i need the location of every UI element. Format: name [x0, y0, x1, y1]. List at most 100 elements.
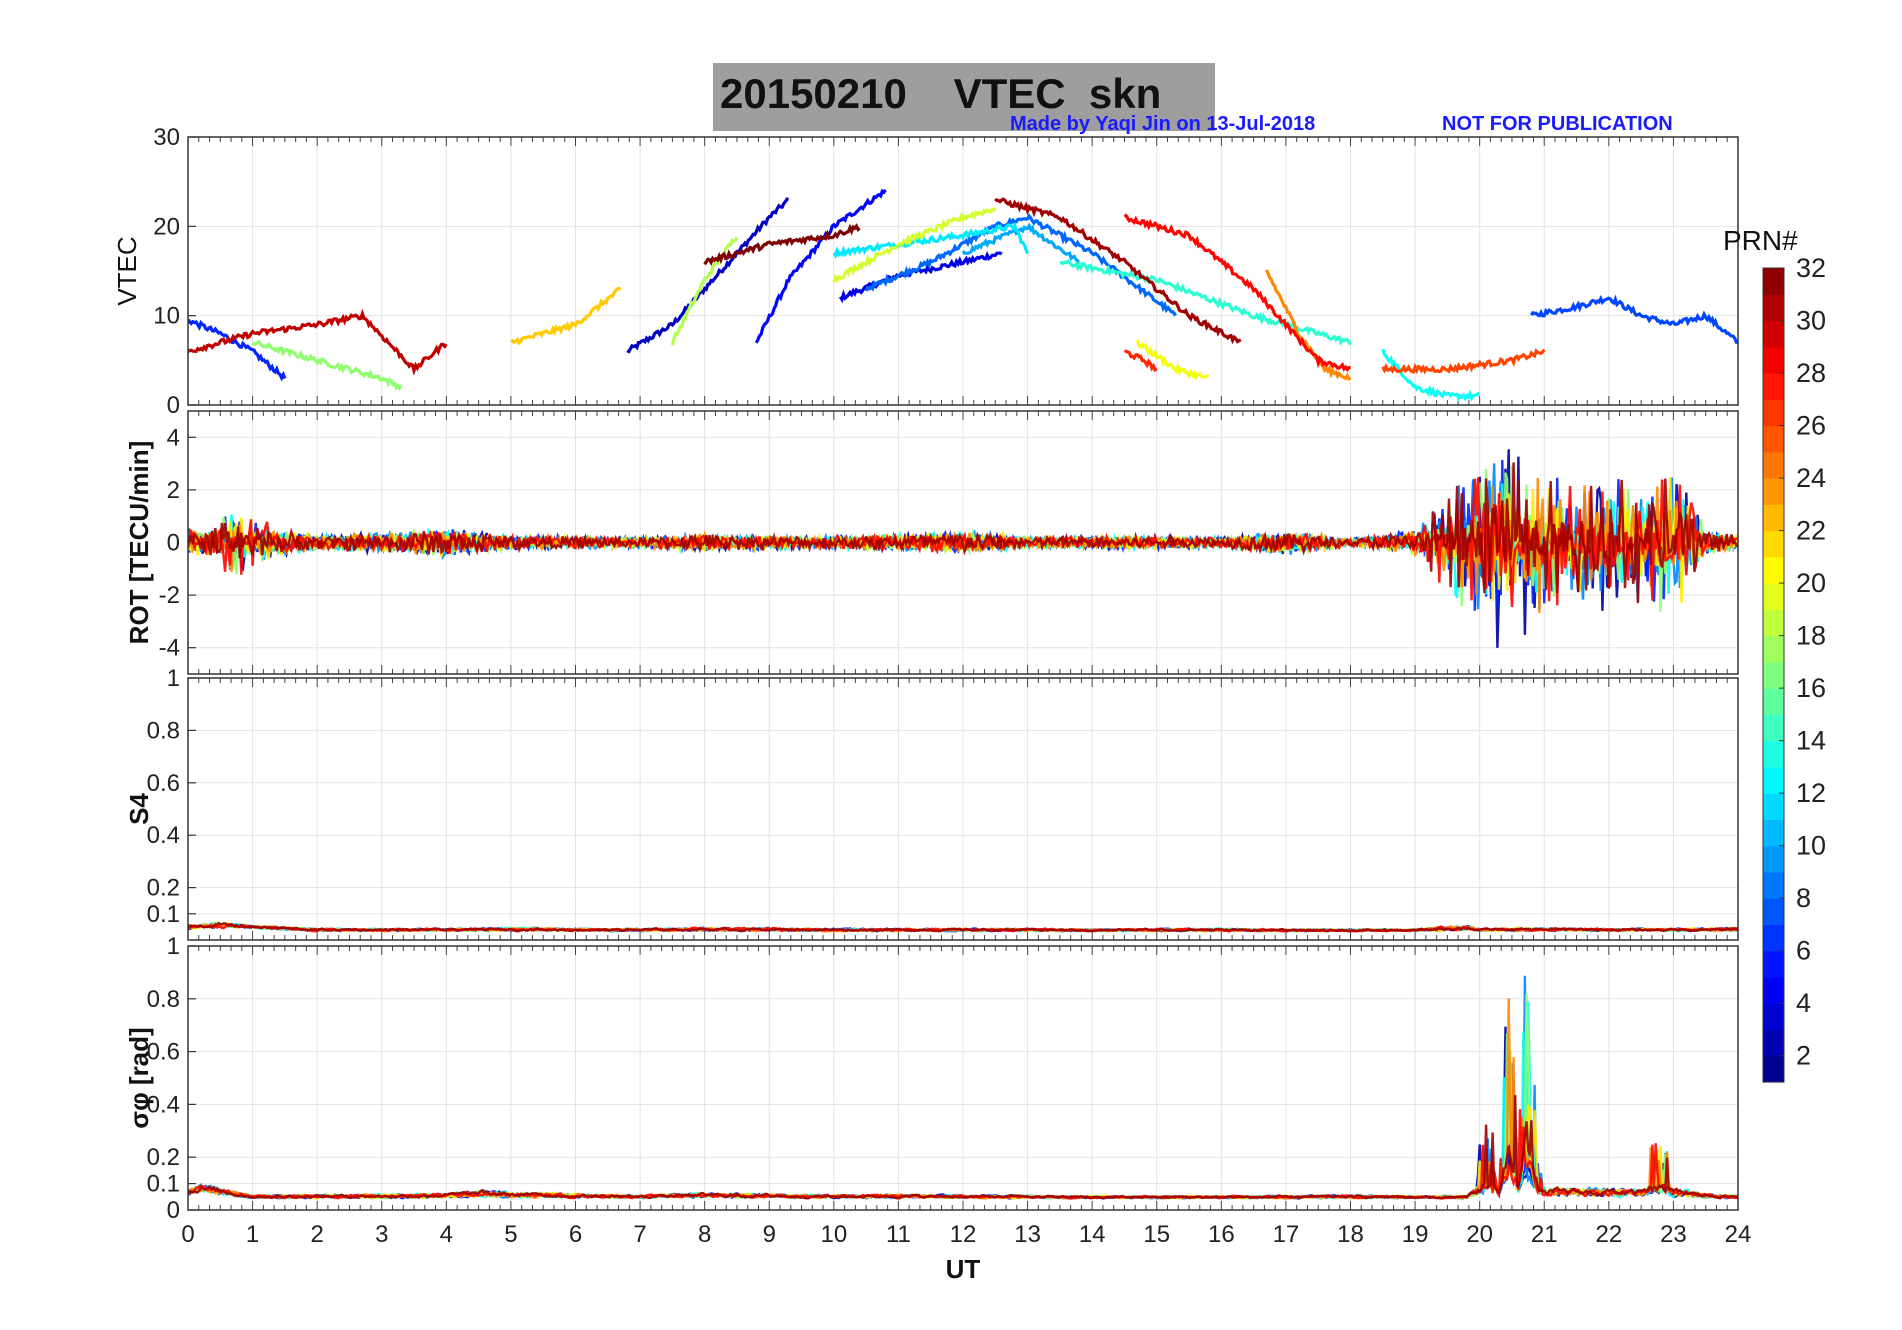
series-line-prn-27: [1123, 349, 1158, 373]
panel-ROT: -4 -2 0 2 4 ROT [TECU/min]: [124, 410, 1739, 675]
y-tick-label: -2: [159, 582, 180, 609]
title-date: 20150210: [720, 70, 907, 117]
y-tick-label: -4: [159, 635, 180, 662]
colorbar-segment: [1763, 635, 1784, 663]
y-tick-label: 1: [167, 665, 180, 692]
colorbar-segment: [1763, 320, 1784, 348]
colorbar-tick-label: 30: [1796, 306, 1826, 336]
series-line-prn-6: [188, 318, 287, 382]
series-line-prn-32: [703, 223, 861, 266]
colorbar-segment: [1763, 845, 1784, 873]
colorbar-segment: [1763, 425, 1784, 453]
colorbar-segment: [1763, 346, 1784, 374]
y-tick-label: 20: [153, 213, 180, 240]
series-line-prn-18: [670, 236, 739, 346]
colorbar-segment: [1763, 688, 1784, 715]
series-line-prn-28: [1123, 213, 1351, 373]
colorbar-segment: [1763, 898, 1784, 926]
series-line-prn-12: [832, 221, 1030, 259]
x-tick-label: 22: [1595, 1221, 1622, 1248]
colorbar-tick-label: 10: [1796, 831, 1826, 861]
notice-text: NOT FOR PUBLICATION: [1442, 113, 1673, 135]
colorbar-tick-label: 22: [1796, 516, 1826, 546]
x-tick-label: 23: [1660, 1221, 1687, 1248]
colorbar-tick-label: 20: [1796, 568, 1826, 598]
y-tick-label: 0.4: [147, 1091, 180, 1118]
colorbar-segment: [1763, 661, 1784, 689]
x-tick-label: 1: [246, 1221, 259, 1248]
series-line-prn-13: [1381, 348, 1480, 402]
x-tick-label: 15: [1143, 1221, 1170, 1248]
x-axis-label: UT: [946, 1254, 981, 1284]
figure-title-box: [713, 63, 1215, 131]
y-axis-label: σφ [rad]: [124, 1027, 154, 1128]
y-tick-label: 1: [167, 933, 180, 960]
series-line-prn-30: [188, 308, 448, 376]
series-line-prn-8: [864, 213, 1178, 317]
y-tick-label: 0.6: [147, 1039, 180, 1066]
x-tick-label: 19: [1402, 1221, 1429, 1248]
colorbar-segment: [1763, 714, 1784, 742]
y-tick-label: 4: [167, 424, 180, 451]
y-tick-label: 0.1: [147, 901, 180, 928]
colorbar-segment: [1763, 583, 1784, 610]
colorbar-tick-label: 32: [1796, 253, 1826, 283]
y-tick-label: 0.2: [147, 875, 180, 902]
x-tick-label: 21: [1531, 1221, 1558, 1248]
colorbar-segment: [1763, 766, 1784, 794]
y-tick-label: 0.2: [147, 1144, 180, 1171]
colorbar-segment: [1763, 924, 1784, 952]
colorbar-tick-label: 18: [1796, 621, 1826, 651]
x-tick-label: 9: [763, 1221, 776, 1248]
x-tick-label: 17: [1273, 1221, 1300, 1248]
series-line-prn-26: [1381, 348, 1546, 375]
colorbar-frame: [1762, 267, 1785, 1083]
y-tick-label: 0.4: [147, 822, 180, 849]
y-tick-label: 0: [167, 392, 180, 419]
colorbar-segment: [1763, 793, 1784, 821]
y-tick-label: 0.1: [147, 1171, 180, 1198]
credit-text: Made by Yaqi Jin on 13-Jul-2018: [1010, 113, 1316, 135]
data-layer: [188, 921, 1738, 933]
axes-frame: [187, 677, 1739, 941]
data-layer: [188, 449, 1738, 648]
colorbar-segment: [1763, 819, 1784, 847]
y-axis-label: ROT [TECU/min]: [124, 441, 154, 645]
series-line-prn-17: [251, 339, 403, 391]
series-line-prn-19: [832, 206, 997, 284]
y-tick-label: 0: [167, 530, 180, 557]
x-tick-label: 14: [1079, 1221, 1106, 1248]
x-tick-label: 2: [310, 1221, 323, 1248]
y-tick-label: 0.8: [147, 986, 180, 1013]
x-tick-label: 11: [886, 1221, 911, 1248]
series-trace-prn-31: [188, 921, 1738, 933]
axes-frame: [187, 945, 1739, 1211]
colorbar-tick-label: 4: [1796, 988, 1811, 1018]
colorbar-tick-label: 6: [1796, 936, 1811, 966]
x-tick-label: 8: [698, 1221, 711, 1248]
colorbar-tick-label: 14: [1796, 726, 1826, 756]
x-tick-label: 7: [633, 1221, 646, 1248]
x-tick-label: 4: [440, 1221, 453, 1248]
colorbar-tick-label: 16: [1796, 673, 1826, 703]
colorbar-segment: [1763, 530, 1784, 558]
colorbar-tick-label: 8: [1796, 883, 1811, 913]
data-layer: [188, 188, 1738, 402]
colorbar-segment: [1763, 871, 1784, 899]
colorbar-segment: [1763, 268, 1784, 295]
y-tick-label: 0.6: [147, 770, 180, 797]
figure-title: 20150210 VTEC skn: [720, 70, 1161, 118]
axes-frame: [187, 136, 1739, 406]
series-line-prn-5: [754, 188, 887, 344]
y-tick-label: 0: [167, 1197, 180, 1224]
x-tick-label: 6: [569, 1221, 582, 1248]
y-tick-label: 10: [153, 303, 180, 330]
panel-VTEC: 0 10 20 30 VTEC: [112, 124, 1739, 419]
colorbar-segment: [1763, 504, 1784, 532]
series-line-prn-20: [1135, 339, 1209, 382]
title-station: skn: [1088, 70, 1162, 117]
colorbar-segment: [1763, 478, 1784, 505]
colorbar-tick-label: 2: [1796, 1041, 1811, 1071]
series-line-prn-10: [961, 222, 1081, 265]
